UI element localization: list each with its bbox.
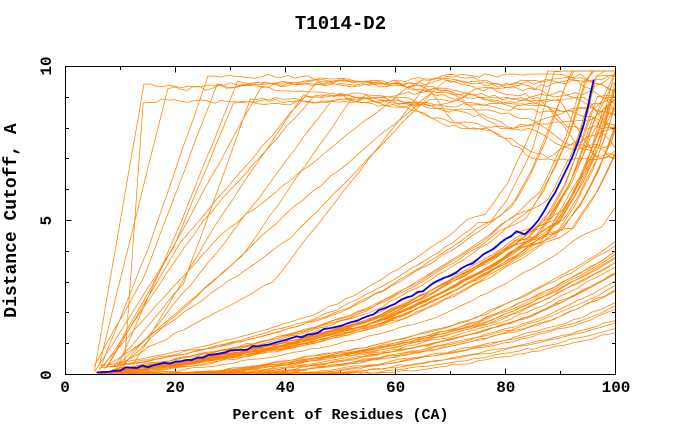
svg-text:Percent of Residues (CA): Percent of Residues (CA) [232, 407, 448, 424]
svg-text:T1014-D2: T1014-D2 [295, 13, 386, 35]
svg-text:0: 0 [38, 370, 56, 380]
svg-text:Distance Cutoff, A: Distance Cutoff, A [2, 123, 22, 318]
svg-text:100: 100 [602, 379, 631, 397]
svg-text:10: 10 [38, 56, 56, 75]
svg-text:5: 5 [38, 216, 56, 226]
svg-text:20: 20 [166, 379, 185, 397]
svg-text:40: 40 [276, 379, 295, 397]
svg-text:60: 60 [386, 379, 405, 397]
svg-text:80: 80 [496, 379, 515, 397]
svg-text:0: 0 [60, 379, 70, 397]
